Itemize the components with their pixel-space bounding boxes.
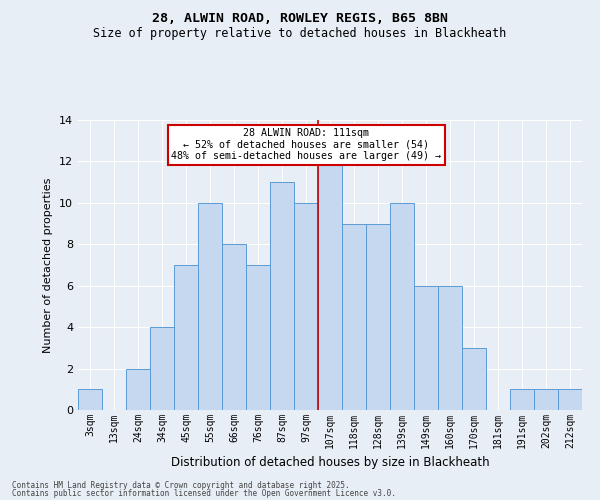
Bar bbox=[198, 203, 222, 410]
Bar bbox=[510, 390, 534, 410]
Bar bbox=[414, 286, 438, 410]
Bar bbox=[294, 203, 318, 410]
Bar bbox=[126, 368, 150, 410]
Bar bbox=[174, 265, 198, 410]
Text: 28, ALWIN ROAD, ROWLEY REGIS, B65 8BN: 28, ALWIN ROAD, ROWLEY REGIS, B65 8BN bbox=[152, 12, 448, 26]
Bar bbox=[270, 182, 294, 410]
Bar bbox=[390, 203, 414, 410]
Bar bbox=[150, 327, 174, 410]
Text: Size of property relative to detached houses in Blackheath: Size of property relative to detached ho… bbox=[94, 28, 506, 40]
Text: Contains HM Land Registry data © Crown copyright and database right 2025.: Contains HM Land Registry data © Crown c… bbox=[12, 480, 350, 490]
Bar bbox=[222, 244, 246, 410]
X-axis label: Distribution of detached houses by size in Blackheath: Distribution of detached houses by size … bbox=[170, 456, 490, 469]
Text: Contains public sector information licensed under the Open Government Licence v3: Contains public sector information licen… bbox=[12, 489, 396, 498]
Bar bbox=[558, 390, 582, 410]
Bar bbox=[246, 265, 270, 410]
Bar bbox=[438, 286, 462, 410]
Bar bbox=[78, 390, 102, 410]
Bar bbox=[342, 224, 366, 410]
Bar bbox=[462, 348, 486, 410]
Y-axis label: Number of detached properties: Number of detached properties bbox=[43, 178, 53, 352]
Bar bbox=[534, 390, 558, 410]
Bar bbox=[366, 224, 390, 410]
Text: 28 ALWIN ROAD: 111sqm
← 52% of detached houses are smaller (54)
48% of semi-deta: 28 ALWIN ROAD: 111sqm ← 52% of detached … bbox=[171, 128, 441, 162]
Bar bbox=[318, 162, 342, 410]
